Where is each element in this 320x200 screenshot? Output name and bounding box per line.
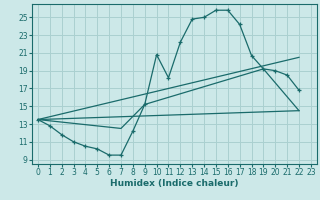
X-axis label: Humidex (Indice chaleur): Humidex (Indice chaleur) [110,179,239,188]
